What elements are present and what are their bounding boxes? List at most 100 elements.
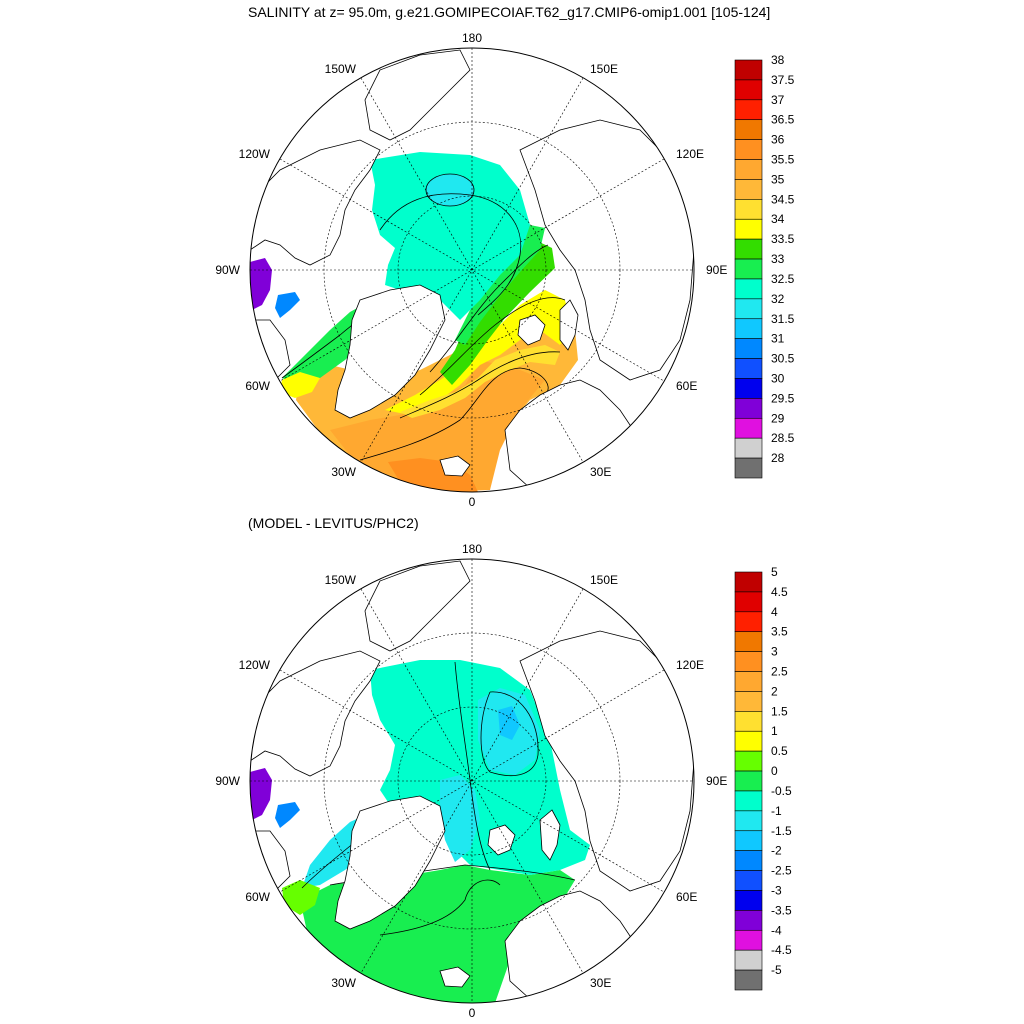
colorbar-swatch [734, 159, 763, 180]
colorbar-label: -3.5 [771, 903, 792, 917]
colorbar-swatch [734, 591, 763, 613]
colorbar-label: 32.5 [771, 272, 795, 286]
colorbar-label: -1 [771, 804, 782, 818]
lon-label: 60E [676, 379, 697, 393]
colorbar-swatch [734, 571, 763, 593]
contour-line [399, 351, 561, 419]
alaska [364, 49, 471, 141]
greenland [334, 284, 446, 419]
lon-label: 150E [590, 62, 618, 76]
colorbar-swatch [734, 691, 763, 712]
colorbar-label: -3 [771, 883, 782, 897]
meridian-line [279, 158, 665, 382]
colorbar-label: 35 [771, 172, 785, 186]
region-central-arctic [370, 152, 530, 320]
colorbar-label: 28 [771, 451, 785, 465]
graticule [250, 48, 694, 492]
siberia [519, 630, 694, 892]
region-archipelago-diff [275, 802, 300, 828]
colorbar-swatch [734, 651, 763, 672]
colorbar-swatch [734, 119, 763, 140]
lon-label: 180 [462, 31, 482, 45]
colorbar-label: 34.5 [771, 192, 795, 206]
colorbar-swatch [734, 711, 763, 732]
region-archipelago [275, 292, 300, 318]
colorbar-label: -5 [771, 963, 782, 977]
region-345 [400, 345, 560, 418]
coastlines [250, 49, 694, 492]
contour-line [379, 879, 501, 936]
region-green-labrador [282, 880, 320, 915]
salinity-map: 180 150E 120E 90E 60E 30E 0 30W 60W 90W … [215, 31, 727, 509]
colorbar-label: 37 [771, 93, 785, 107]
novaya-zemlya [539, 809, 561, 861]
colorbar-swatch [734, 830, 763, 851]
lon-label: 150W [325, 62, 357, 76]
iceland [439, 966, 471, 988]
region-atlantic-355 [330, 360, 545, 492]
colorbar-label: 32 [771, 292, 785, 306]
colorbar-label: 0.5 [771, 744, 788, 758]
region-central [370, 660, 590, 875]
contour-line [419, 297, 566, 396]
lon-label: 30W [331, 465, 356, 479]
lon-label: 120W [239, 147, 271, 161]
colorbar-swatch [734, 338, 763, 359]
region-labrador [280, 372, 320, 398]
colorbar-label: 31.5 [771, 312, 795, 326]
contour-line [379, 193, 522, 316]
map-title-salinity: SALINITY at z= 95.0m, g.e21.GOMIPECOIAF.… [248, 4, 771, 20]
svalbard [487, 824, 516, 856]
svalbard [517, 314, 546, 346]
colorbar-label: 30 [771, 371, 785, 385]
coastlines [250, 560, 694, 1003]
colorbar-label: 36 [771, 133, 785, 147]
colorbar-swatch [734, 378, 763, 399]
colorbar-swatch [734, 238, 763, 260]
lon-label: 90E [706, 774, 727, 788]
colorbar-label: -1.5 [771, 824, 792, 838]
graticule [250, 559, 694, 1003]
colorbar-label: -4.5 [771, 943, 792, 957]
colorbar-swatch [734, 79, 763, 101]
colorbar-label: 1 [771, 724, 778, 738]
colorbar-label: 4 [771, 605, 778, 619]
colorbar-label: 33.5 [771, 232, 795, 246]
colorbar-label: 0 [771, 764, 778, 778]
lon-label: 120E [676, 658, 704, 672]
lon-label: 150W [325, 573, 357, 587]
colorbar-label: 33 [771, 252, 785, 266]
colorbar-swatch [734, 278, 763, 300]
lon-label: 120E [676, 147, 704, 161]
colorbar-label: 36.5 [771, 113, 795, 127]
lon-label: 0 [469, 1006, 476, 1020]
north-america [250, 650, 381, 777]
colorbar-label: 4.5 [771, 585, 788, 599]
alaska [364, 560, 471, 652]
colorbar-swatch [734, 969, 763, 991]
iceland [439, 455, 471, 477]
siberia [519, 119, 694, 381]
lon-label: 180 [462, 542, 482, 556]
colorbar-swatch [734, 750, 763, 772]
lon-label: 120W [239, 658, 271, 672]
colorbar-swatch [734, 139, 763, 160]
lon-label: 0 [469, 495, 476, 509]
lon-label: 90W [215, 263, 240, 277]
lon-labels-top: 180 150E 120E 90E 60E 30E 0 30W 60W 90W … [215, 31, 727, 509]
meridian-line [279, 669, 665, 893]
colorbar-salinity: 38 37.5 37 36.5 36 35.5 35 34.5 34 33.5 33 32.5 32 31… [734, 53, 795, 479]
colorbar-swatch [734, 929, 763, 951]
colorbar-label: 38 [771, 53, 785, 67]
region-lower [498, 706, 520, 740]
colorbar-label: 29.5 [771, 391, 795, 405]
lon-labels-bottom: 180 150E 120E 90E 60E 30E 0 30W 60W 90W … [215, 542, 727, 1020]
colorbar-label: 2 [771, 684, 778, 698]
region-hudson [250, 258, 272, 310]
colorbar-label: 35.5 [771, 153, 795, 167]
colorbar-swatch [734, 99, 763, 121]
colorbar-swatch [734, 298, 763, 320]
colorbar-swatch [734, 890, 763, 911]
lon-label: 30E [590, 465, 611, 479]
colorbar-swatch [734, 631, 763, 652]
